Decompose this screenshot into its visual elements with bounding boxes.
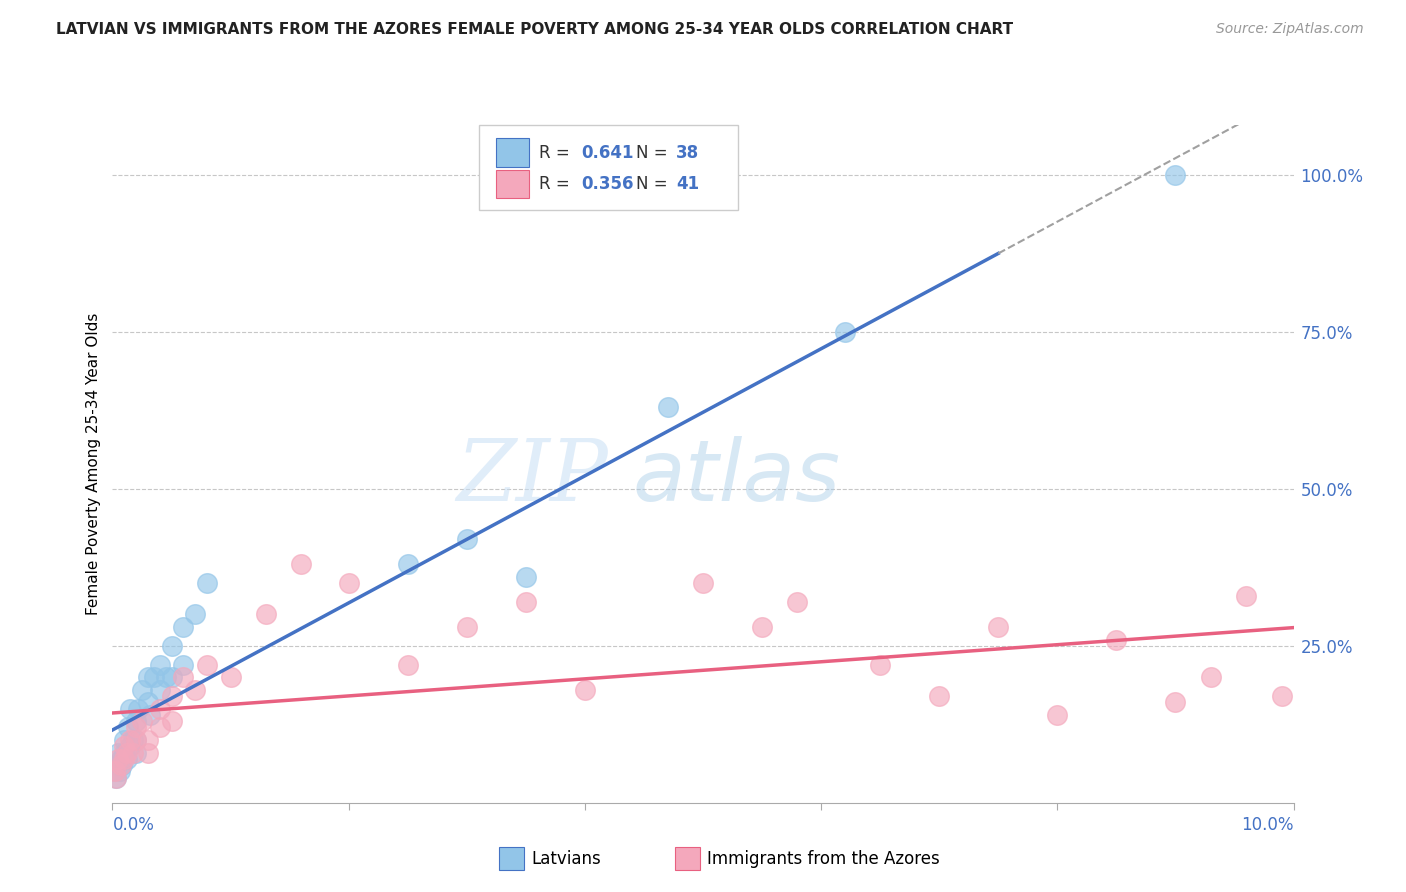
Point xyxy=(131,714,153,729)
Point xyxy=(112,746,135,760)
Text: atlas: atlas xyxy=(633,436,841,519)
Point xyxy=(115,746,138,760)
Point xyxy=(127,701,149,715)
Point xyxy=(110,752,132,766)
Point xyxy=(657,401,679,415)
Point xyxy=(105,771,128,785)
Point xyxy=(515,570,537,584)
Point xyxy=(160,639,183,653)
Point xyxy=(396,558,419,572)
Point xyxy=(105,758,128,772)
Text: ZIP: ZIP xyxy=(457,436,609,519)
Text: R =: R = xyxy=(538,175,575,193)
Point xyxy=(692,576,714,591)
Point xyxy=(125,746,148,760)
Text: 0.641: 0.641 xyxy=(581,144,634,161)
Point xyxy=(574,682,596,697)
Point xyxy=(184,607,207,622)
Point xyxy=(172,670,194,684)
Point xyxy=(184,682,207,697)
Text: 38: 38 xyxy=(676,144,699,161)
Point xyxy=(155,670,177,684)
Point xyxy=(160,714,183,729)
Point xyxy=(104,764,127,779)
Point xyxy=(1271,689,1294,703)
Point xyxy=(107,752,129,766)
Point xyxy=(131,682,153,697)
Point xyxy=(1046,707,1069,722)
Text: Source: ZipAtlas.com: Source: ZipAtlas.com xyxy=(1216,22,1364,37)
Bar xyxy=(496,138,530,167)
Point xyxy=(160,689,183,703)
Point xyxy=(928,689,950,703)
Text: Immigrants from the Azores: Immigrants from the Azores xyxy=(707,849,941,868)
Point xyxy=(142,670,165,684)
Point xyxy=(987,620,1010,634)
Point xyxy=(104,764,127,779)
Text: N =: N = xyxy=(636,175,672,193)
Point xyxy=(117,721,139,735)
Point xyxy=(136,746,159,760)
Point xyxy=(125,721,148,735)
Point xyxy=(110,758,132,772)
Point xyxy=(195,576,218,591)
Point xyxy=(111,758,134,772)
Point xyxy=(1234,589,1257,603)
Point xyxy=(139,707,162,722)
FancyBboxPatch shape xyxy=(478,125,738,210)
Point xyxy=(195,657,218,672)
Point xyxy=(172,657,194,672)
Point xyxy=(149,701,172,715)
Text: 0.0%: 0.0% xyxy=(112,816,155,834)
Point xyxy=(786,595,808,609)
Point xyxy=(112,733,135,747)
Point xyxy=(120,739,142,754)
Text: 41: 41 xyxy=(676,175,699,193)
Y-axis label: Female Poverty Among 25-34 Year Olds: Female Poverty Among 25-34 Year Olds xyxy=(86,313,101,615)
Point xyxy=(1164,168,1187,182)
Point xyxy=(172,620,194,634)
Text: 0.356: 0.356 xyxy=(581,175,634,193)
Point xyxy=(219,670,242,684)
Point xyxy=(115,752,138,766)
Text: Latvians: Latvians xyxy=(531,849,602,868)
Bar xyxy=(496,169,530,198)
Point xyxy=(112,739,135,754)
Point xyxy=(751,620,773,634)
Text: R =: R = xyxy=(538,144,575,161)
Point xyxy=(125,714,148,729)
Point xyxy=(1105,632,1128,647)
Text: N =: N = xyxy=(636,144,672,161)
Point xyxy=(125,733,148,747)
Point xyxy=(396,657,419,672)
Point xyxy=(108,764,131,779)
Point xyxy=(149,721,172,735)
Point xyxy=(149,657,172,672)
Point xyxy=(136,733,159,747)
Point xyxy=(290,558,312,572)
Point xyxy=(456,620,478,634)
Point xyxy=(125,733,148,747)
Point xyxy=(149,682,172,697)
Point xyxy=(112,752,135,766)
Point xyxy=(121,746,143,760)
Point xyxy=(515,595,537,609)
Point xyxy=(1199,670,1222,684)
Point xyxy=(121,733,143,747)
Point xyxy=(105,771,128,785)
Point xyxy=(160,670,183,684)
Point xyxy=(869,657,891,672)
Point xyxy=(107,746,129,760)
Point xyxy=(1164,695,1187,709)
Point xyxy=(337,576,360,591)
Text: LATVIAN VS IMMIGRANTS FROM THE AZORES FEMALE POVERTY AMONG 25-34 YEAR OLDS CORRE: LATVIAN VS IMMIGRANTS FROM THE AZORES FE… xyxy=(56,22,1014,37)
Point xyxy=(456,532,478,546)
Point xyxy=(254,607,277,622)
Point xyxy=(136,695,159,709)
Point xyxy=(120,701,142,715)
Point xyxy=(136,670,159,684)
Point xyxy=(120,733,142,747)
Point xyxy=(834,325,856,339)
Text: 10.0%: 10.0% xyxy=(1241,816,1294,834)
